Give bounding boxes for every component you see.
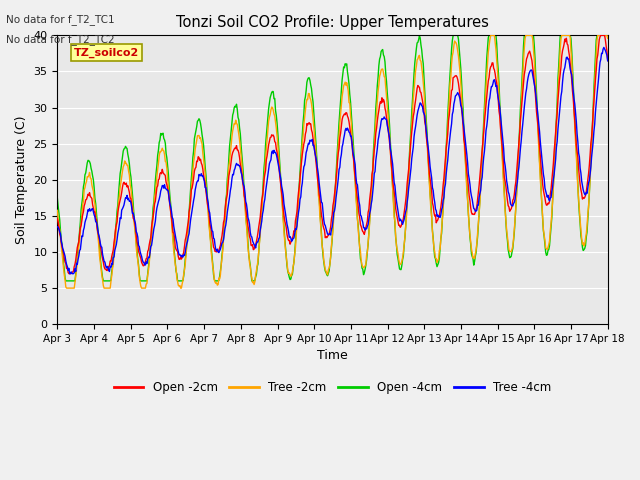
Text: TZ_soilco2: TZ_soilco2 [74, 48, 139, 58]
Legend: Open -2cm, Tree -2cm, Open -4cm, Tree -4cm: Open -2cm, Tree -2cm, Open -4cm, Tree -4… [109, 377, 556, 399]
Text: No data for f_T2_TC2: No data for f_T2_TC2 [6, 34, 115, 45]
X-axis label: Time: Time [317, 349, 348, 362]
Text: No data for f_T2_TC1: No data for f_T2_TC1 [6, 14, 115, 25]
Title: Tonzi Soil CO2 Profile: Upper Temperatures: Tonzi Soil CO2 Profile: Upper Temperatur… [176, 15, 489, 30]
Y-axis label: Soil Temperature (C): Soil Temperature (C) [15, 116, 28, 244]
